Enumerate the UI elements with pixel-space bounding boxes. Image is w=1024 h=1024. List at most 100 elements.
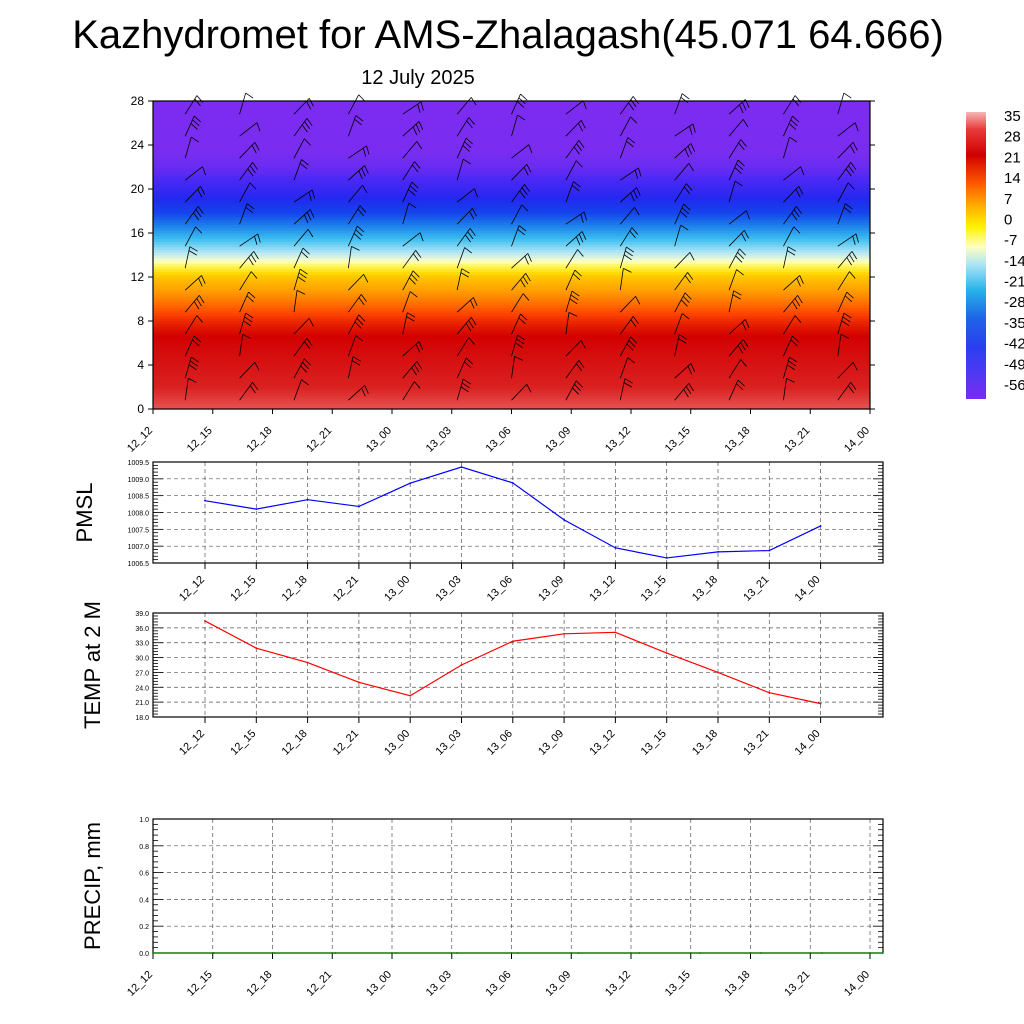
- wind-barb: [619, 96, 634, 115]
- wind-barb-flag: [734, 180, 743, 187]
- wind-barb: [783, 95, 796, 115]
- wind-barb-flag: [571, 290, 580, 297]
- pmsl-panel: 1006.5 1007.0 1007.5 1008.0 1008.5 1009.0 1009…: [72, 460, 884, 604]
- wind-barb: [184, 246, 191, 269]
- wind-barb-flag: [682, 296, 690, 304]
- precip-point: [699, 952, 702, 954]
- wind-barb: [347, 246, 352, 269]
- wind-barb-flag: [306, 101, 312, 110]
- wind-barb-flag: [355, 229, 363, 237]
- heatmap-band: [153, 205, 870, 209]
- wind-barb: [184, 206, 199, 225]
- wind-barb-flag: [366, 145, 370, 155]
- heatmap-band: [153, 224, 870, 229]
- heatmap-band: [153, 241, 870, 245]
- xtick-label: 13_06: [484, 969, 514, 999]
- wind-barb-flag: [635, 296, 641, 305]
- heatmap-band: [153, 158, 870, 163]
- profile-panel: 0 4 8 12 16 20 24 28 12_12 12_15 12_18 12_21 13_00 13…: [125, 92, 875, 455]
- heatmap-band: [153, 293, 870, 297]
- wind-barb-flag: [733, 290, 742, 296]
- wind-barb-flag: [193, 335, 202, 343]
- xtick-label: 13_21: [741, 728, 771, 758]
- wind-barb: [293, 358, 305, 379]
- wind-barb: [674, 224, 682, 247]
- ytick-label: 1008.0: [128, 511, 150, 518]
- wind-barb-flag: [356, 318, 364, 326]
- wind-barb-flag: [623, 382, 633, 388]
- wind-barb: [619, 116, 631, 137]
- xtick-label: 12_12: [177, 574, 207, 604]
- wind-barb: [348, 294, 362, 313]
- wind-barb-flag: [517, 114, 526, 121]
- xtick-label: 13_06: [485, 574, 515, 604]
- wind-barb-flag: [848, 165, 855, 174]
- wind-barb-flag: [740, 342, 746, 351]
- wind-barb-flag: [304, 214, 309, 224]
- wind-barb-flag: [521, 187, 528, 196]
- wind-barb-flag: [794, 315, 802, 323]
- ytick-label: 21.0: [135, 700, 149, 707]
- wind-barb-flag: [626, 246, 635, 253]
- wind-barb: [402, 341, 420, 357]
- wind-barb-flag: [790, 339, 798, 347]
- wind-barb: [511, 93, 521, 115]
- heatmap-band: [153, 337, 870, 341]
- heatmap-band: [153, 271, 870, 275]
- wind-barb-flag: [576, 143, 583, 152]
- wind-barb: [837, 291, 848, 313]
- wind-barb: [293, 268, 301, 291]
- wind-barb-flag: [790, 119, 798, 127]
- wind-barb-flag: [843, 92, 852, 99]
- colorbar-label: -49: [1004, 356, 1024, 373]
- wind-barb: [511, 253, 529, 269]
- xtick-label: 13_12: [587, 574, 617, 604]
- wind-barb: [456, 228, 471, 247]
- wind-barb-flag: [578, 140, 585, 148]
- heatmap-band: [153, 365, 870, 369]
- wind-barb: [293, 338, 308, 357]
- wind-barb-flag: [414, 161, 421, 169]
- wind-barb-flag: [304, 138, 311, 146]
- precip-point: [881, 952, 884, 954]
- wind-barb-flag: [633, 189, 638, 199]
- wind-barb: [402, 101, 422, 115]
- heatmap-band: [153, 323, 870, 328]
- wind-barb-flag: [628, 340, 636, 348]
- precip-point: [820, 952, 823, 954]
- wind-barb: [619, 357, 629, 379]
- wind-barb-flag: [411, 181, 419, 189]
- profile-xtick-label: 13_12: [603, 425, 633, 455]
- wind-barb-flag: [796, 206, 802, 214]
- wind-barb-flag: [852, 142, 858, 151]
- wind-barb-flag: [461, 268, 470, 274]
- wind-barb-flag: [630, 336, 638, 344]
- wind-barb-flag: [680, 211, 688, 218]
- profile-xtick-label: 13_03: [424, 425, 454, 455]
- wind-barb-flag: [689, 252, 695, 261]
- pmsl-point: [819, 525, 822, 527]
- wind-barb-flag: [855, 233, 859, 243]
- wind-barb-flag: [847, 182, 855, 190]
- wind-barb-flag: [799, 275, 804, 284]
- heatmap-band: [153, 246, 870, 251]
- wind-barb: [837, 203, 846, 225]
- wind-barb-flag: [786, 250, 796, 256]
- wind-barb-flag: [362, 148, 367, 157]
- wind-barb: [565, 269, 576, 291]
- wind-barb-flag: [299, 162, 308, 170]
- wind-barb-flag: [745, 319, 750, 328]
- wind-barb-flag: [415, 343, 421, 353]
- heatmap-band: [153, 156, 870, 160]
- wind-barb-flag: [685, 386, 692, 395]
- wind-barb-flag: [569, 298, 578, 305]
- wind-barb-flag: [416, 361, 422, 370]
- wind-barb-flag: [193, 115, 202, 123]
- xtick-label: 12_21: [304, 969, 334, 999]
- wind-barb-flag: [797, 295, 803, 304]
- pmsl-point: [717, 550, 719, 553]
- heatmap-band: [153, 114, 870, 119]
- wind-barb-flag: [735, 255, 743, 263]
- wind-barb-flag: [253, 251, 259, 260]
- wind-barb: [456, 357, 467, 379]
